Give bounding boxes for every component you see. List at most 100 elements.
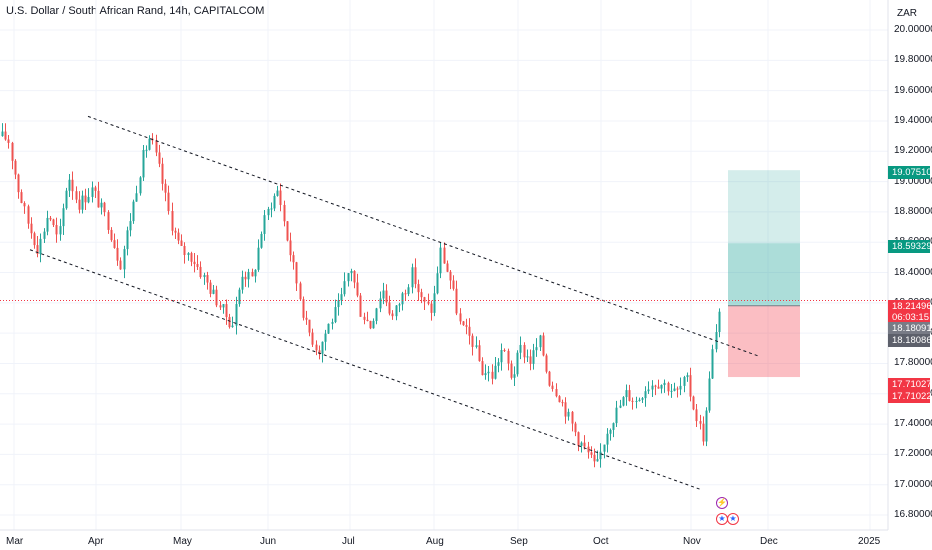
candle-body [193, 261, 196, 265]
candle-body [87, 196, 90, 203]
candle-body [423, 297, 426, 302]
candle-body [593, 454, 596, 462]
candle-body [471, 335, 474, 347]
trend-channel[interactable] [29, 115, 759, 490]
candle-body [167, 192, 170, 212]
candle-body [353, 271, 356, 283]
candle-body [295, 262, 298, 284]
candle-body [603, 444, 606, 452]
time-tick-label: Nov [683, 536, 701, 547]
candle-body [103, 202, 106, 213]
candle-body [606, 433, 609, 445]
candle-body [199, 266, 202, 278]
candle-body [692, 396, 695, 410]
candle-body [551, 385, 554, 390]
candle-body [567, 411, 570, 417]
lightning-icon[interactable]: ⚡ [716, 497, 728, 509]
candle-body [651, 385, 654, 390]
take-profit-zone-2[interactable] [728, 170, 800, 244]
candle-body [270, 208, 273, 210]
candle-body [631, 400, 634, 402]
candle-body [155, 140, 158, 153]
candle-body [276, 190, 279, 196]
candle-body [497, 362, 500, 366]
candle-body [391, 313, 394, 317]
candle-body [177, 232, 180, 241]
candle-body [711, 349, 714, 379]
candle-body [324, 333, 327, 342]
candle-body [564, 402, 567, 417]
candle-body [609, 429, 612, 434]
candle-body [583, 442, 586, 447]
price-tick-label: 19.60000 [894, 84, 932, 96]
candle-body [209, 282, 212, 294]
candle-body [625, 390, 628, 398]
candle-body [350, 271, 353, 274]
candle-body [468, 326, 471, 336]
candle-body [100, 202, 103, 208]
candle-body [580, 442, 583, 446]
candle-body [494, 365, 497, 379]
candle-body [641, 398, 644, 400]
candle-body [679, 385, 682, 390]
chart-title: U.S. Dollar / South African Rand, 14h, C… [6, 5, 265, 17]
price-tick-label: 20.00000 [894, 24, 932, 35]
candle-body [705, 410, 708, 442]
candles [1, 123, 721, 468]
candle-body [356, 282, 359, 296]
stop-loss-zone[interactable] [728, 305, 800, 378]
candle-body [708, 378, 711, 411]
price-tick-label: 19.40000 [894, 114, 932, 126]
candle-body [39, 238, 42, 254]
channel-lower-line[interactable] [29, 249, 701, 490]
candle-body [334, 307, 337, 323]
us-flag-icon-2[interactable]: ★ [727, 513, 739, 525]
candle-body [702, 423, 705, 442]
currency-label: ZAR [897, 8, 917, 19]
candle-body [260, 233, 263, 248]
candle-body [126, 230, 129, 250]
position-zones[interactable] [728, 170, 800, 378]
candle-body [507, 350, 510, 364]
candle-body [59, 226, 62, 235]
candle-body [436, 273, 439, 294]
candle-body [171, 211, 174, 231]
price-tick-label: 19.00000 [894, 175, 932, 187]
candle-body [404, 293, 407, 295]
take-profit-lower-tag: 18.59329 [888, 240, 932, 253]
candle-body [561, 402, 564, 404]
candle-body [84, 195, 87, 203]
candle-body [267, 208, 270, 216]
candle-body [318, 350, 321, 354]
candle-body [516, 352, 519, 375]
candle-body [619, 405, 622, 408]
price-tick-label: 17.40000 [894, 418, 932, 430]
candle-body [33, 233, 36, 246]
candle-body [363, 316, 366, 320]
grid [0, 0, 888, 530]
candle-body [420, 292, 423, 298]
candle-body [683, 377, 686, 386]
candle-body [158, 152, 161, 164]
candle-body [279, 190, 282, 205]
candle-body [382, 290, 385, 299]
channel-upper-line[interactable] [87, 115, 759, 357]
candle-body [17, 174, 20, 193]
candle-body [686, 375, 689, 378]
candle-body [385, 290, 388, 303]
candle-body [30, 223, 33, 234]
candle-body [196, 264, 199, 267]
candle-body [107, 212, 110, 230]
time-tick-label: Dec [760, 536, 778, 547]
candle-body [548, 371, 551, 386]
candle-body [510, 363, 513, 378]
take-profit-zone-1[interactable] [728, 243, 800, 306]
candle-body [657, 386, 660, 389]
candle-body [366, 319, 369, 321]
candle-body [673, 388, 676, 391]
candle-body [4, 131, 7, 140]
candle-body [113, 240, 116, 248]
candle-body [379, 298, 382, 309]
candle-body [135, 193, 138, 202]
